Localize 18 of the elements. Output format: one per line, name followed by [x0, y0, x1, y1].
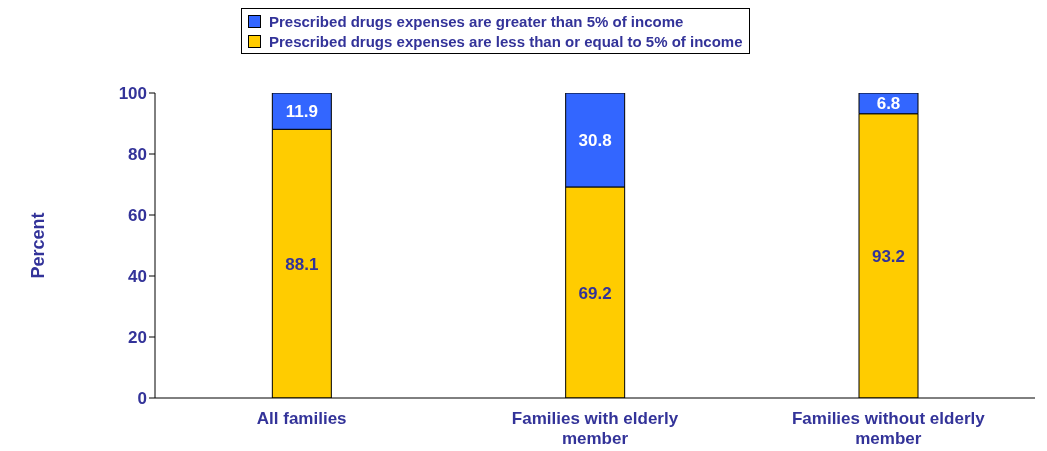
- y-tick-label: 100: [118, 84, 147, 104]
- legend-label: Prescribed drugs expenses are less than or equal to 5% of income: [269, 32, 743, 50]
- y-axis-title: Percent: [28, 212, 49, 279]
- x-tick-label: Families without elderly member: [791, 409, 986, 448]
- data-label: 6.8: [876, 94, 901, 114]
- data-label: 93.2: [871, 246, 906, 266]
- x-tick-label: Families with elderly member: [511, 409, 679, 448]
- y-tick-label: 20: [128, 328, 147, 348]
- data-label: 11.9: [285, 102, 318, 122]
- x-tick-label: All families: [256, 409, 347, 428]
- y-tick-label: 40: [128, 267, 147, 287]
- data-label: 69.2: [578, 283, 612, 303]
- legend-label: Prescribed drugs expenses are greater than 5% of income: [269, 12, 684, 30]
- data-label: 30.8: [578, 131, 612, 151]
- y-tick-label: 0: [137, 389, 147, 409]
- y-tick-label: 80: [128, 145, 147, 165]
- data-label: 88.1: [285, 254, 319, 274]
- y-tick-label: 60: [128, 206, 147, 226]
